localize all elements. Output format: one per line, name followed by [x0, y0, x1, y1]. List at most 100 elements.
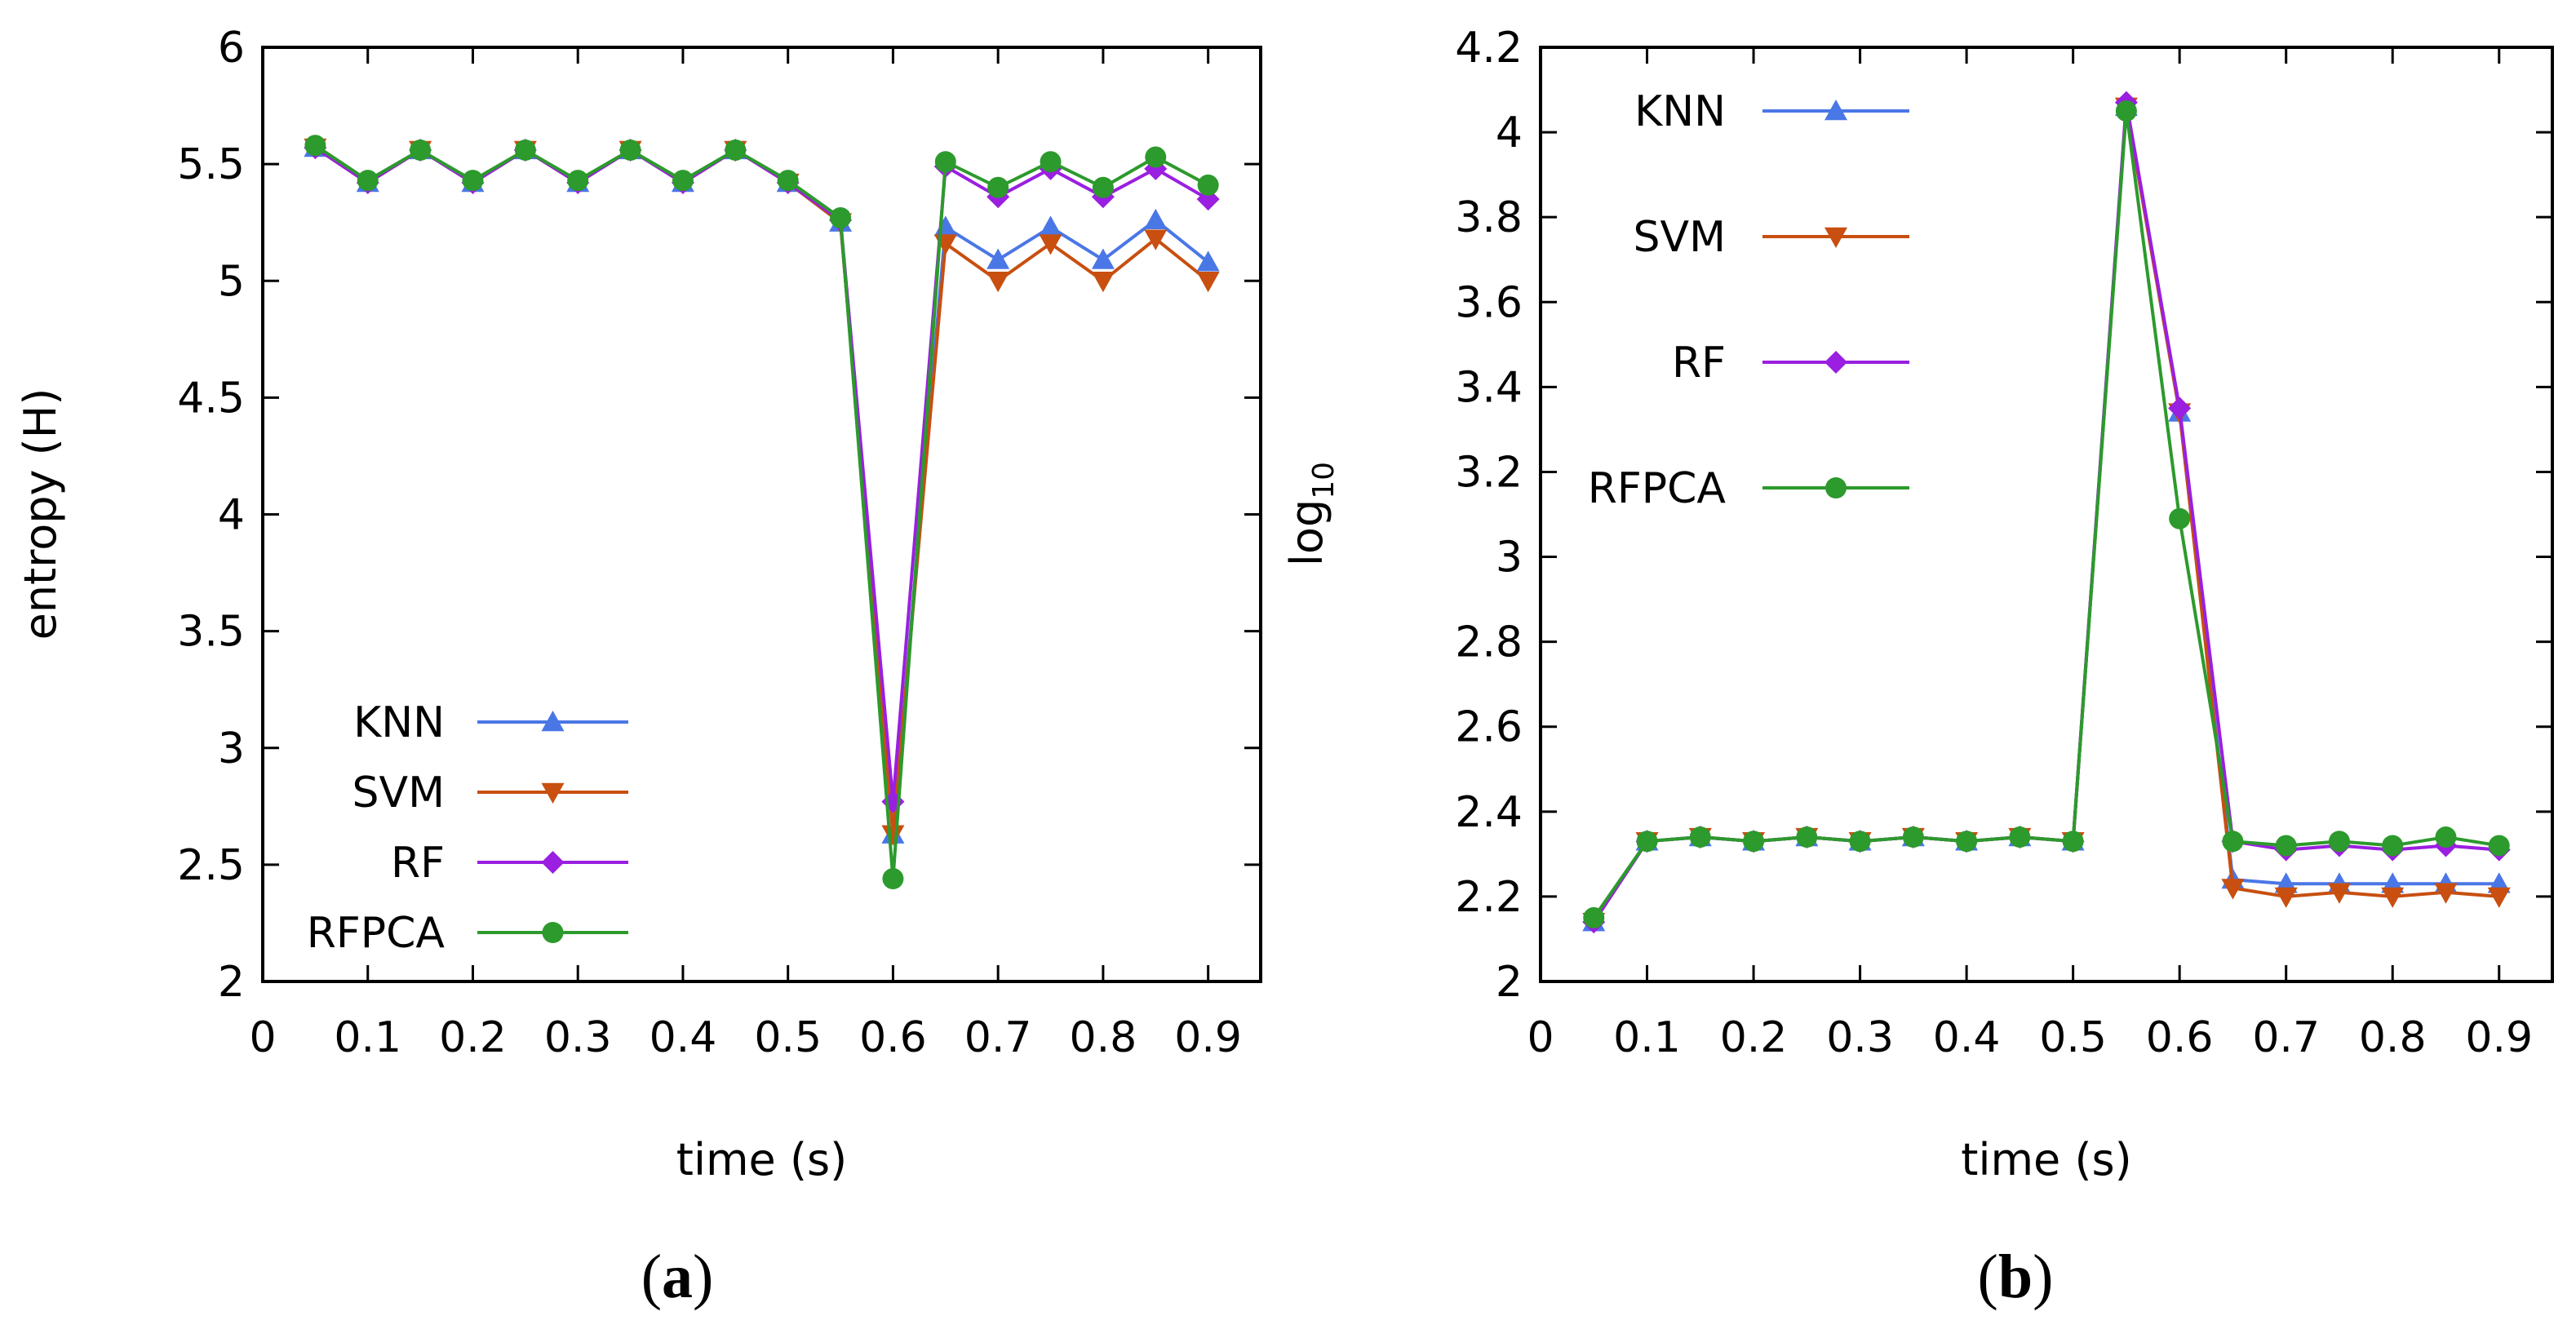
data-point-rfpca — [1796, 826, 1818, 848]
series-line-knn — [314, 146, 1209, 836]
data-point-svm — [881, 825, 905, 846]
y-tick-label: 5 — [218, 257, 245, 306]
data-point-svm — [1144, 229, 1168, 250]
chart-panel-b: 2 2.2 2.4 2.6 2.8 3 3.2 3.4 3.6 3.8 4 4.2 0 0.1 0.2 0.3… — [1281, 24, 2554, 1185]
y-tick-label: 2.5 — [177, 841, 245, 890]
data-point-knn — [1196, 250, 1220, 272]
data-point-rfpca — [2435, 826, 2457, 848]
data-point-rfpca — [1092, 176, 1114, 198]
y-tick-label: 2 — [1496, 958, 1523, 1007]
legend-marker-knn — [541, 711, 565, 732]
caption-a: (a) — [641, 1243, 714, 1311]
legend: KNN SVM RF RFPCA — [307, 698, 628, 958]
data-point-rfpca — [2062, 831, 2084, 853]
x-tick-label: 0.9 — [1174, 1013, 1242, 1062]
legend-marker-rf — [1824, 351, 1847, 374]
data-point-svm — [2327, 883, 2351, 904]
legend-label-rfpca: RFPCA — [1588, 464, 1727, 513]
data-point-svm — [2381, 887, 2405, 908]
data-point-rfpca — [1902, 826, 1924, 848]
data-point-rfpca — [514, 139, 536, 161]
chart-panel-a: 2 2.5 3 3.5 4 4.5 5 5.5 6 0 0.1 0.2 0.3 0.4 0.5 0.6 0.7 0… — [15, 24, 1262, 1185]
data-point-rfpca — [410, 139, 432, 161]
data-point-knn — [987, 248, 1010, 269]
x-tick-label: 0.4 — [1933, 1013, 2001, 1062]
legend-label-rf: RF — [391, 839, 445, 888]
data-point-rfpca — [1145, 146, 1167, 168]
y-tick-label: 3.8 — [1455, 193, 1523, 242]
series-rfpca — [304, 135, 1219, 890]
y-tick-label: 6 — [218, 24, 245, 73]
data-point-rfpca — [777, 170, 799, 192]
legend-label-knn: KNN — [1634, 87, 1726, 136]
data-point-knn — [1039, 215, 1062, 237]
y-tick-label: 4 — [1496, 109, 1523, 157]
x-tick-label: 0.2 — [1720, 1013, 1788, 1062]
y-axis-label: entropy (H) — [15, 388, 66, 640]
caption-b: (b) — [1978, 1243, 2054, 1311]
y-tick-label: 2 — [218, 958, 245, 1007]
y-tick-label: 2.6 — [1455, 703, 1523, 752]
data-point-rfpca — [2009, 826, 2031, 848]
data-point-rfpca — [725, 139, 747, 161]
y-tick-label: 4.2 — [1455, 24, 1523, 73]
y-tick-label: 3 — [218, 724, 245, 773]
data-point-rfpca — [2169, 507, 2191, 529]
data-point-rfpca — [934, 151, 956, 173]
y-axis-label: log10 — [1281, 462, 1341, 566]
data-point-svm — [987, 272, 1010, 293]
y-tick-label: 4.5 — [177, 374, 245, 423]
data-point-rfpca — [1583, 906, 1605, 928]
legend-marker-svm — [1824, 227, 1847, 248]
series-line-rf — [314, 146, 1209, 804]
y-tick-label: 5.5 — [177, 140, 245, 189]
x-tick-label: 0.3 — [544, 1013, 612, 1062]
series-line-svm — [314, 146, 1209, 836]
data-point-knn — [1091, 248, 1115, 269]
x-tick-label: 0.7 — [964, 1013, 1032, 1062]
data-point-rfpca — [2328, 831, 2350, 853]
data-point-rfpca — [2115, 100, 2137, 122]
series-rfpca — [1583, 100, 2510, 928]
legend-label-rf: RF — [1672, 339, 1726, 388]
legend-marker-rfpca — [1825, 477, 1847, 498]
x-axis-label: time (s) — [676, 1134, 847, 1185]
data-point-rfpca — [987, 176, 1009, 198]
x-tick-label: 0.3 — [1826, 1013, 1894, 1062]
x-tick-label: 0.1 — [334, 1013, 401, 1062]
legend-label-knn: KNN — [353, 698, 445, 747]
series-line-svm — [1592, 104, 2499, 924]
x-tick-label: 0.8 — [1070, 1013, 1137, 1062]
x-tick-label: 0.5 — [754, 1013, 822, 1062]
series-line-rfpca — [1592, 109, 2500, 919]
x-tick-label: 0.6 — [859, 1013, 927, 1062]
legend-label-svm: SVM — [1634, 213, 1726, 262]
y-tick-label: 2.4 — [1455, 788, 1523, 837]
x-tick-label: 0.8 — [2359, 1013, 2427, 1062]
x-tick-label: 0.5 — [2039, 1013, 2107, 1062]
data-point-rfpca — [830, 206, 852, 228]
data-point-rfpca — [304, 135, 326, 157]
data-point-rfpca — [462, 170, 484, 192]
y-tick-label: 4 — [218, 491, 245, 540]
data-point-knn — [933, 215, 957, 237]
x-tick-label: 0.9 — [2465, 1013, 2533, 1062]
legend-marker-knn — [1824, 100, 1847, 121]
x-tick-label: 0.7 — [2252, 1013, 2320, 1062]
y-tick-label: 3.5 — [177, 608, 245, 657]
y-tick-label: 3.2 — [1455, 448, 1523, 497]
data-point-rfpca — [1956, 831, 1978, 853]
y-tick-label: 2.8 — [1455, 618, 1523, 667]
x-tick-label: 0 — [1527, 1013, 1554, 1062]
data-point-rfpca — [357, 170, 379, 192]
data-point-svm — [2487, 887, 2511, 908]
data-point-rf — [2168, 397, 2192, 420]
data-point-rfpca — [2382, 835, 2404, 857]
y-tick-label: 3.6 — [1455, 278, 1523, 327]
x-tick-label: 0.6 — [2146, 1013, 2214, 1062]
series-line-knn — [1592, 104, 2499, 924]
series-line-rf — [1592, 100, 2499, 924]
legend-marker-rfpca — [542, 922, 564, 943]
data-point-svm — [1196, 272, 1220, 293]
